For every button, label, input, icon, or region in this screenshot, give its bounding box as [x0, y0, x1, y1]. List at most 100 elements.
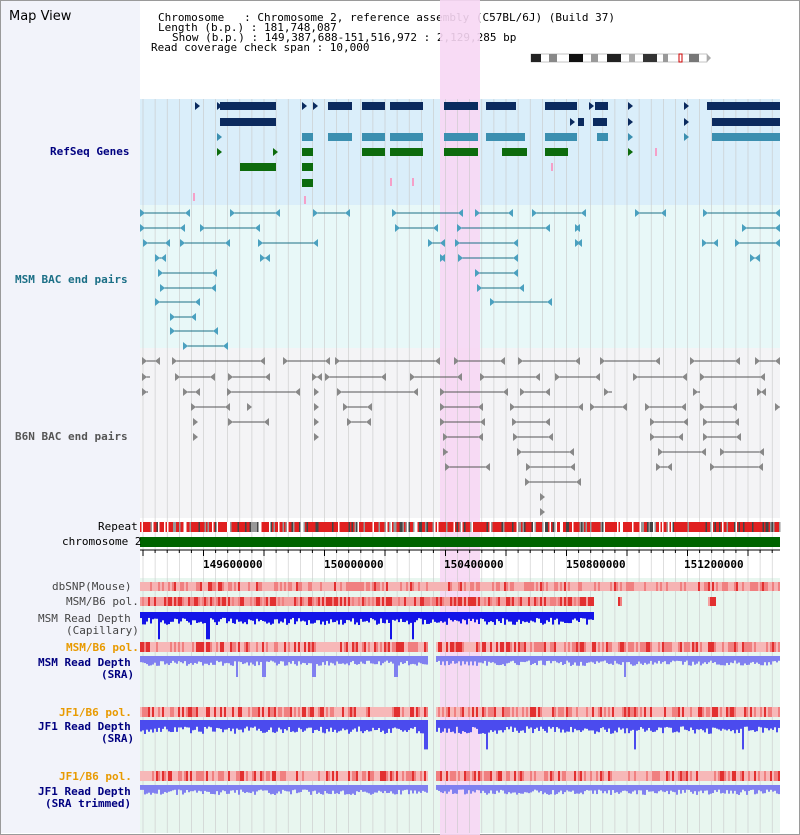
depth-bar [584, 656, 586, 666]
track-label-msm-depth-capillary[interactable]: MSM Read Depth [38, 612, 131, 625]
repeat-cell [422, 522, 424, 532]
depth-bar [208, 785, 210, 792]
heat-cell [562, 597, 564, 606]
repeat-cell [536, 522, 538, 532]
track-label-jf1-depth-trimmed[interactable]: JF1 Read Depth [38, 785, 131, 798]
bac-end [548, 433, 553, 441]
heat-cell [278, 582, 280, 591]
depth-bar [156, 785, 158, 794]
bac-end [578, 403, 583, 411]
track-label-msm-b6-pol[interactable]: MSM/B6 pol. [66, 595, 139, 608]
refseq-genes[interactable] [193, 102, 780, 204]
heat-cell [168, 597, 170, 606]
heat-cell [408, 582, 410, 591]
repeat-cell [776, 522, 778, 532]
heat-cell [366, 582, 368, 591]
heat-cell [502, 771, 504, 781]
heat-cell [296, 771, 298, 781]
heat-cell [762, 642, 764, 652]
heat-cell [664, 771, 666, 781]
depth-bar [162, 656, 164, 662]
depth-bar [560, 612, 562, 622]
track-label-jf1-depth-sra[interactable]: JF1 Read Depth [38, 720, 131, 733]
heat-cell [668, 642, 670, 652]
heat-cell [594, 771, 596, 781]
bac-end [143, 239, 148, 247]
chromosome-ideogram[interactable] [529, 52, 714, 64]
heat-cell [186, 771, 188, 781]
depth-bar [428, 612, 430, 624]
heat-cell [380, 597, 382, 606]
repeat-cell [677, 522, 679, 532]
bac-end [275, 209, 280, 217]
depth-bar [370, 612, 372, 619]
heat-cell [492, 771, 494, 781]
depth-bar [232, 612, 234, 624]
depth-bar [712, 656, 714, 663]
heat-cell [410, 642, 412, 652]
repeat-cell [162, 522, 164, 532]
repeat-cell [729, 522, 731, 532]
repeat-cell [407, 522, 409, 532]
depth-bar [384, 656, 386, 662]
track-label-chromosome[interactable]: chromosome 2 [62, 535, 142, 548]
repeat-cell [246, 522, 248, 532]
depth-bar [410, 785, 412, 791]
depth-bar [444, 720, 446, 729]
heat-cell [310, 707, 312, 717]
heat-cell [654, 642, 656, 652]
heat-cell [278, 771, 280, 781]
heat-cell [466, 597, 468, 606]
depth-bar [406, 785, 408, 790]
heat-cell [774, 642, 776, 652]
depth-bar [252, 612, 254, 621]
depth-bar [668, 720, 670, 728]
track-label-repeat[interactable]: Repeat [98, 520, 138, 533]
depth-bar [694, 785, 696, 792]
heat-cell [158, 582, 160, 591]
heat-cell [546, 642, 548, 652]
heat-cell [460, 597, 462, 606]
depth-bar [412, 612, 414, 640]
repeat-cell [303, 522, 305, 532]
heat-cell [648, 771, 650, 781]
b6n-bac-pairs[interactable] [142, 357, 780, 516]
heat-cell [678, 771, 680, 781]
depth-bar [706, 656, 708, 665]
heat-cell [240, 707, 242, 717]
track-label-jf1-b6-pol-2[interactable]: JF1/B6 pol. [59, 770, 132, 783]
heat-cell [770, 642, 772, 652]
heat-cell [322, 597, 324, 606]
depth-bar [246, 656, 248, 663]
depth-bar [590, 656, 592, 662]
heat-cell [322, 771, 324, 781]
heat-cell [378, 642, 380, 652]
heat-cell [252, 642, 254, 652]
repeat-cell [551, 522, 553, 532]
depth-bar [464, 612, 466, 621]
track-label-b6n-bac[interactable]: B6N BAC end pairs [15, 430, 128, 443]
track-label-msm-bac[interactable]: MSM BAC end pairs [15, 273, 128, 286]
depth-bar [530, 656, 532, 665]
track-label-msm-depth-sra-sub: (SRA) [101, 668, 135, 681]
depth-bar [410, 656, 412, 665]
track-label-dbsnp[interactable]: dbSNP(Mouse) [52, 580, 132, 593]
repeat-cell [713, 522, 715, 532]
repeat-cell [738, 522, 740, 532]
heat-cell [152, 771, 154, 781]
track-label-msm-b6-pol-sra[interactable]: MSM/B6 pol. [66, 641, 139, 654]
track-label-jf1-b6-pol[interactable]: JF1/B6 pol. [59, 706, 132, 719]
heat-cell [270, 642, 272, 652]
repeat-cell [476, 522, 478, 532]
track-label-msm-depth-sra[interactable]: MSM Read Depth [38, 656, 131, 669]
heat-cell [668, 582, 670, 591]
heat-cell [200, 597, 202, 606]
heat-cell [544, 597, 546, 606]
track-label-refseq[interactable]: RefSeq Genes [50, 145, 130, 158]
bac-end [228, 418, 233, 426]
heat-cell [686, 642, 688, 652]
depth-bar [166, 656, 168, 664]
msm-bac-pairs[interactable] [140, 209, 780, 350]
depth-bar [762, 720, 764, 733]
